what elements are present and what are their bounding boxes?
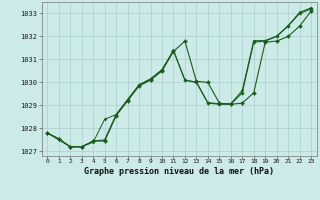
X-axis label: Graphe pression niveau de la mer (hPa): Graphe pression niveau de la mer (hPa): [84, 167, 274, 176]
